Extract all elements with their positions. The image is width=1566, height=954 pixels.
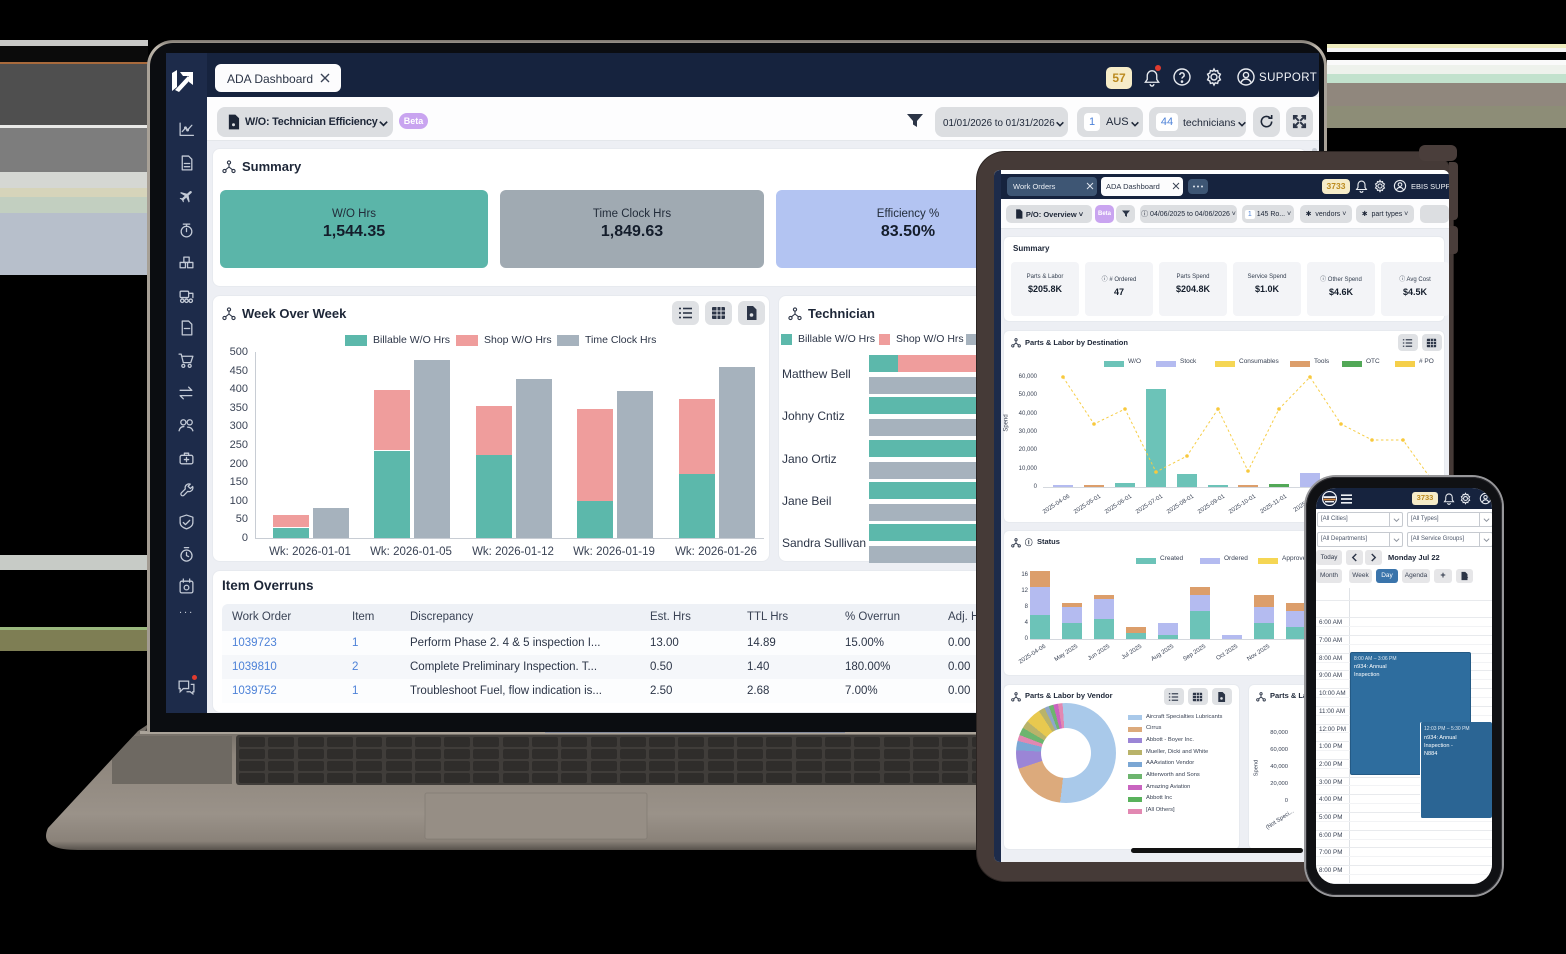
- svg-text:2025-08-01: 2025-08-01: [1166, 493, 1196, 515]
- svg-text:2025-09-01: 2025-09-01: [1197, 493, 1227, 515]
- svg-text:2025-04-06: 2025-04-06: [1018, 643, 1048, 665]
- svg-text:Jul 2025: Jul 2025: [1121, 643, 1144, 661]
- svg-text:May 2025: May 2025: [1054, 643, 1080, 663]
- svg-text:2025-10-01: 2025-10-01: [1228, 493, 1258, 515]
- svg-text:2025-07-01: 2025-07-01: [1135, 493, 1165, 515]
- svg-text:2025-04-06: 2025-04-06: [1042, 493, 1072, 515]
- svg-text:Jun 2025: Jun 2025: [1087, 643, 1112, 662]
- svg-text:Aug 2025: Aug 2025: [1150, 643, 1175, 662]
- svg-text:(Not Speci...: (Not Speci...: [1265, 808, 1295, 831]
- svg-text:2025-11-01: 2025-11-01: [1259, 493, 1288, 515]
- svg-text:2025-05-01: 2025-05-01: [1073, 493, 1103, 515]
- svg-text:Nov 2025: Nov 2025: [1246, 643, 1271, 662]
- svg-text:2025-06-01: 2025-06-01: [1104, 493, 1134, 515]
- svg-text:Oct 2025: Oct 2025: [1215, 643, 1239, 662]
- svg-text:Sep 2025: Sep 2025: [1182, 643, 1207, 662]
